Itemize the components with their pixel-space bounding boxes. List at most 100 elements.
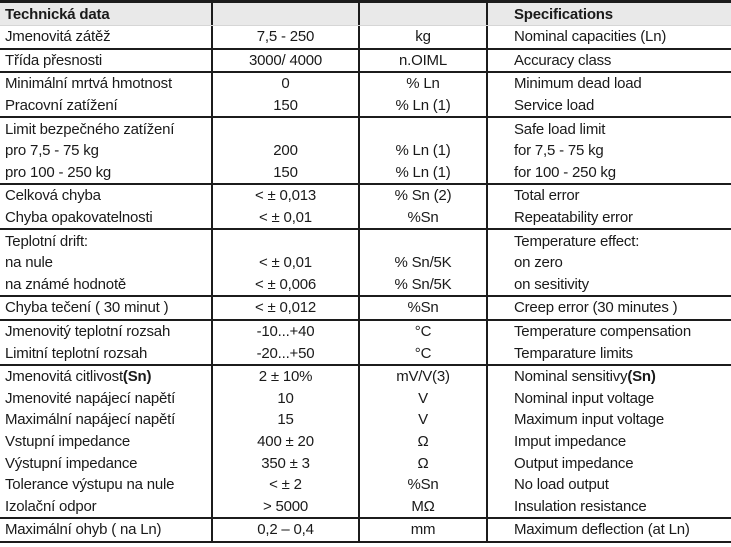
row-label-cz: Jmenovité napájecí napětí xyxy=(0,387,213,410)
row-label-cz: pro 100 - 250 kg xyxy=(0,161,213,184)
row-label-en: Imput impedance xyxy=(514,432,627,450)
row-label-en: Nominal sensitivy (Sn) xyxy=(514,368,656,386)
row-unit: mV/V(3) xyxy=(360,365,488,388)
row-label-en: Accuracy class xyxy=(514,51,612,69)
row-unit: MΩ xyxy=(360,495,488,518)
row-label-cz: Izolační odpor xyxy=(0,495,213,518)
table-row: pro 100 - 250 kg 150% Ln (1) for 100 - 250… xyxy=(0,161,731,184)
row-label-cz: Výstupní impedance xyxy=(0,452,213,474)
row-label-cz: Minimální mrtvá hmotnost xyxy=(0,73,213,95)
row-value: < ± 0,012 xyxy=(213,297,360,319)
table-row: Maximální napájecí napětí 15 V Maximum inpu… xyxy=(0,409,731,431)
row-unit: % Sn/5K xyxy=(360,273,488,296)
row-label-cz: Maximální ohyb ( na Ln) xyxy=(0,519,213,541)
header-unit-column xyxy=(360,3,488,25)
row-label-en: Total error xyxy=(514,187,580,205)
row-label-en: Minimum dead load xyxy=(514,75,642,93)
row-unit: % Ln (1) xyxy=(360,139,488,162)
header-english-title: Specifications xyxy=(514,5,613,23)
table-row: Chyba tečení ( 30 minut ) < ± 0,012 %Sn Cre… xyxy=(0,297,731,319)
row-unit xyxy=(360,230,488,252)
row-unit: kg xyxy=(360,26,488,48)
header-czech-title: Technická data xyxy=(0,3,213,25)
row-value xyxy=(213,230,360,252)
header-value-column xyxy=(213,3,360,25)
row-value: 3000/ 4000 xyxy=(213,49,360,72)
row-unit: %Sn xyxy=(360,297,488,319)
table-header-row: Technická data Specifications xyxy=(0,3,731,26)
row-value: -20...+50 xyxy=(213,342,360,364)
row-label-en: for 7,5 - 75 kg xyxy=(514,142,604,160)
row-value: < ± 0,013 xyxy=(213,185,360,207)
row-label-en: Temperature compensation xyxy=(514,323,691,341)
row-unit: %Sn xyxy=(360,473,488,496)
table-row: Jmenovitý teplotní rozsah -10...+40 °C Temp… xyxy=(0,320,731,343)
row-unit: % Ln xyxy=(360,73,488,95)
table-body: Jmenovitá zátěž 7,5 - 250 kg Nominal capaci… xyxy=(0,26,731,541)
row-unit: mm xyxy=(360,519,488,541)
row-label-cz: Chyba opakovatelnosti xyxy=(0,206,213,229)
row-label-cz: Celková chyba xyxy=(0,185,213,207)
row-unit xyxy=(360,118,488,140)
table-row: Jmenovité napájecí napětí 10 V Nominal inpu… xyxy=(0,387,731,410)
row-label-cz: Jmenovitá zátěž xyxy=(0,26,213,48)
row-value: 200 xyxy=(213,139,360,162)
row-value: 2 ± 10% xyxy=(213,365,360,388)
row-label-en: No load output xyxy=(514,476,609,494)
row-label-en: Service load xyxy=(514,97,595,115)
row-label-en: Maximum input voltage xyxy=(514,411,665,429)
table-row: Jmenovitá zátěž 7,5 - 250 kg Nominal capaci… xyxy=(0,26,731,48)
row-label-cz: Teplotní drift: xyxy=(0,230,213,252)
row-label-cz: Tolerance výstupu na nule xyxy=(0,473,213,496)
row-label-en: Insulation resistance xyxy=(514,497,647,515)
row-unit: °C xyxy=(360,342,488,364)
row-label-cz: pro 7,5 - 75 kg xyxy=(0,139,213,162)
row-label-en: Output impedance xyxy=(514,454,634,472)
row-label-en: Nominal capacities (Ln) xyxy=(514,28,667,46)
row-value: 10 xyxy=(213,387,360,410)
table-row: Limit bezpečného zatížení Safe load limit xyxy=(0,118,731,140)
row-unit: V xyxy=(360,409,488,431)
spec-section: Limit bezpečného zatížení Safe load limit… xyxy=(0,116,731,184)
row-label-en: Nominal input voltage xyxy=(514,389,655,407)
row-label-cz: Jmenovitá citlivost (Sn) xyxy=(0,365,213,388)
spec-section: Třída přesnosti 3000/ 4000 n.OIML Accuracy … xyxy=(0,47,731,72)
row-value: > 5000 xyxy=(213,495,360,518)
table-row: na nule < ± 0,01% Sn/5K on zero xyxy=(0,251,731,274)
spec-section: Jmenovitý teplotní rozsah -10...+40 °C Temp… xyxy=(0,318,731,364)
row-unit: Ω xyxy=(360,430,488,453)
table-row: Teplotní drift: Temperature effect: xyxy=(0,230,731,252)
row-value: < ± 0,01 xyxy=(213,206,360,229)
row-unit: V xyxy=(360,387,488,410)
row-value: < ± 0,006 xyxy=(213,273,360,296)
row-label-en: Repeatability error xyxy=(514,209,633,227)
row-value: < ± 0,01 xyxy=(213,251,360,274)
row-unit: %Sn xyxy=(360,206,488,229)
table-row: Pracovní zatížení 150% Ln (1) Service load xyxy=(0,94,731,117)
table-row: Třída přesnosti 3000/ 4000 n.OIML Accuracy … xyxy=(0,49,731,72)
table-row: Výstupní impedance 350 ± 3 Ω Output impedan… xyxy=(0,452,731,474)
table-row: pro 7,5 - 75 kg 200% Ln (1) for 7,5 - 75 k… xyxy=(0,139,731,162)
row-label-en: on sesitivity xyxy=(514,275,589,293)
row-value: 400 ± 20 xyxy=(213,430,360,453)
row-label-cz: Limitní teplotní rozsah xyxy=(0,342,213,364)
row-unit: Ω xyxy=(360,452,488,474)
table-row: Jmenovitá citlivost (Sn) 2 ± 10% mV/V(3) No… xyxy=(0,365,731,388)
row-value: 150 xyxy=(213,94,360,117)
row-label-cz: Chyba tečení ( 30 minut ) xyxy=(0,297,213,319)
table-row: Tolerance výstupu na nule < ± 2 %Sn No load… xyxy=(0,473,731,496)
row-label-en: for 100 - 250 kg xyxy=(514,163,616,181)
table-row: Chyba opakovatelnosti < ± 0,01 %Sn Repeatab… xyxy=(0,206,731,229)
spec-section: Celková chyba < ± 0,013% Sn (2) Total erro… xyxy=(0,183,731,229)
row-label-cz: Maximální napájecí napětí xyxy=(0,409,213,431)
row-unit: n.OIML xyxy=(360,49,488,72)
row-label-cz: Vstupní impedance xyxy=(0,430,213,453)
row-unit: % Sn/5K xyxy=(360,251,488,274)
row-unit: % Ln (1) xyxy=(360,94,488,117)
row-value: -10...+40 xyxy=(213,320,360,343)
row-label-cz: na známé hodnotě xyxy=(0,273,213,296)
row-value: 350 ± 3 xyxy=(213,452,360,474)
table-row: Minimální mrtvá hmotnost 0% Ln Minimum dea… xyxy=(0,73,731,95)
table-row: Izolační odpor > 5000 MΩ Insulation resista… xyxy=(0,495,731,518)
